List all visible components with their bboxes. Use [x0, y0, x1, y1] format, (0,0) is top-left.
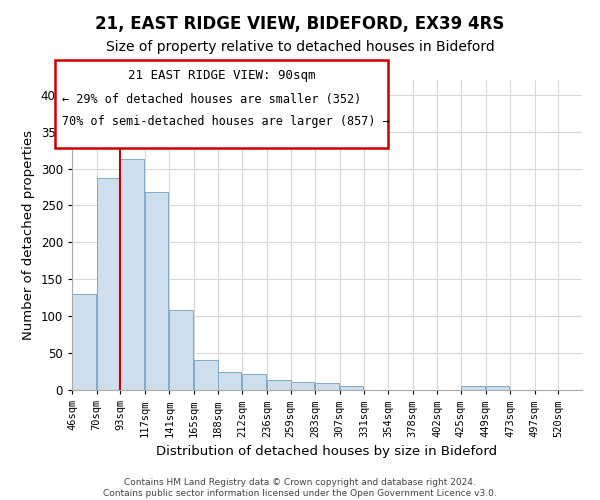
Y-axis label: Number of detached properties: Number of detached properties — [22, 130, 35, 340]
Bar — [267, 380, 290, 390]
Bar — [340, 386, 364, 390]
Bar — [485, 386, 509, 390]
Text: 70% of semi-detached houses are larger (857) →: 70% of semi-detached houses are larger (… — [62, 115, 390, 128]
Text: Size of property relative to detached houses in Bideford: Size of property relative to detached ho… — [106, 40, 494, 54]
Text: Contains HM Land Registry data © Crown copyright and database right 2024.
Contai: Contains HM Land Registry data © Crown c… — [103, 478, 497, 498]
Bar — [169, 310, 193, 390]
Bar — [290, 382, 314, 390]
Bar — [315, 384, 339, 390]
Bar — [97, 178, 120, 390]
Text: 21, EAST RIDGE VIEW, BIDEFORD, EX39 4RS: 21, EAST RIDGE VIEW, BIDEFORD, EX39 4RS — [95, 15, 505, 33]
Bar — [242, 374, 266, 390]
Bar — [120, 159, 144, 390]
Bar — [194, 360, 218, 390]
Bar — [461, 386, 485, 390]
Bar — [145, 192, 169, 390]
Text: 21 EAST RIDGE VIEW: 90sqm: 21 EAST RIDGE VIEW: 90sqm — [128, 69, 316, 82]
Text: ← 29% of detached houses are smaller (352): ← 29% of detached houses are smaller (35… — [62, 92, 362, 106]
X-axis label: Distribution of detached houses by size in Bideford: Distribution of detached houses by size … — [157, 445, 497, 458]
Bar — [218, 372, 241, 390]
Bar — [72, 294, 95, 390]
